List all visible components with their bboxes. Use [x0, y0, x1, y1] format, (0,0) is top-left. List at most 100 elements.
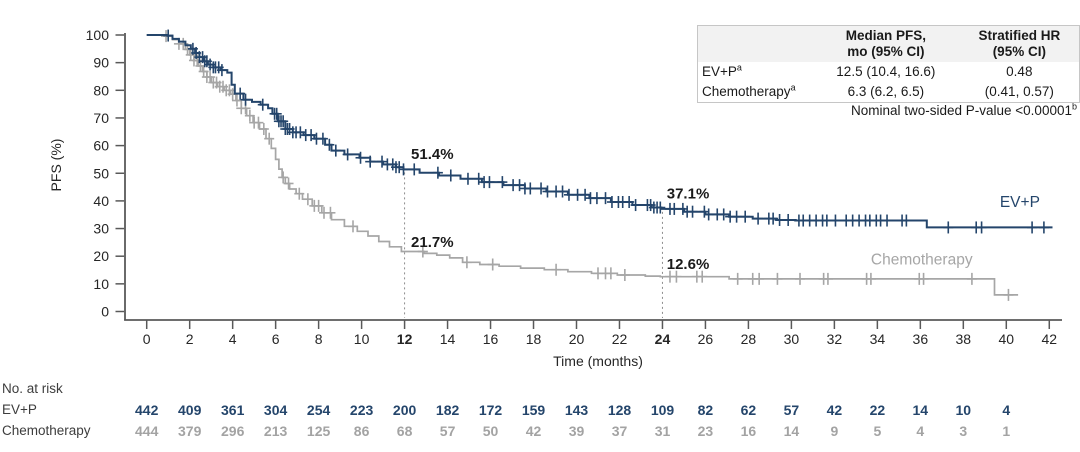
at-risk-value-ev-p: 62: [740, 402, 757, 418]
chemotherapy-hr-value: (0.41, 0.57): [984, 83, 1054, 99]
at-risk-value-chemotherapy: 31: [654, 423, 671, 439]
x-tick-label: 22: [612, 331, 628, 347]
at-risk-value-ev-p: 223: [349, 402, 374, 418]
stratified-hr-header-line1: Stratified HR: [978, 28, 1061, 43]
pct-annotation: 51.4%: [411, 146, 454, 163]
row-label-ev-p: EV+Pa: [698, 62, 813, 82]
summary-stats-table: Median PFS, mo (95% CI) Stratified HR (95%…: [697, 25, 1080, 103]
y-tick-label: 100: [86, 27, 110, 43]
at-risk-value-ev-p: 442: [135, 402, 159, 418]
y-tick-label: 20: [93, 248, 109, 264]
at-risk-value-chemotherapy: 5: [873, 423, 882, 439]
x-axis-title: Time (months): [553, 353, 643, 369]
at-risk-value-chemotherapy: 23: [697, 423, 714, 439]
y-tick-label: 60: [93, 138, 109, 154]
pct-annotation: 21.7%: [411, 234, 454, 251]
summary-stats-header-row: Median PFS, mo (95% CI) Stratified HR (95%…: [697, 25, 1080, 62]
ev-p-curve-label: EV+P: [1000, 194, 1040, 211]
x-tick-label: 24: [655, 331, 671, 347]
x-tick-label: 10: [354, 331, 370, 347]
y-tick-label: 80: [93, 82, 109, 98]
at-risk-value-chemotherapy: 3: [959, 423, 968, 439]
table-row-chemotherapy: Chemotherapya 6.3 (6.2, 6.5) (0.41, 0.57…: [698, 82, 1080, 103]
at-risk-value-chemotherapy: 213: [263, 423, 288, 439]
at-risk-value-ev-p: 128: [607, 402, 632, 418]
x-tick-label: 12: [397, 331, 413, 347]
stratified-hr-header-line2: (95% CI): [992, 44, 1046, 60]
km-plot-svg: 0 10 20 30 40 50 60 70 80 90 100 0 2 4 6 8 10 12 14 16 18 20 2…: [48, 27, 1062, 369]
x-tick-label: 38: [956, 331, 972, 347]
x-tick-label: 18: [526, 331, 542, 347]
at-risk-value-ev-p: 409: [178, 402, 202, 418]
at-risk-value-chemotherapy: 379: [178, 423, 202, 439]
at-risk-value-ev-p: 304: [263, 402, 288, 418]
at-risk-value-ev-p: 4: [1002, 402, 1011, 418]
x-tick-label: 8: [315, 331, 323, 347]
x-tick-label: 30: [784, 331, 800, 347]
chemotherapy-median-pfs-value: 6.3 (6.2, 6.5): [847, 83, 925, 99]
p-value-note: Nominal two-sided P-value <0.00001b: [850, 102, 1077, 118]
pct-annotation: 37.1%: [667, 186, 710, 203]
at-risk-value-chemotherapy: 37: [611, 423, 628, 439]
at-risk-value-ev-p: 42: [826, 402, 843, 418]
at-risk-value-ev-p: 10: [955, 402, 972, 418]
at-risk-value-ev-p: 182: [435, 402, 460, 418]
at-risk-value-ev-p: 200: [392, 402, 417, 418]
at-risk-value-ev-p: 57: [783, 402, 800, 418]
y-tick-label: 50: [93, 165, 109, 181]
footnote-marker-a: a: [790, 82, 796, 93]
at-risk-value-chemotherapy: 50: [482, 423, 499, 439]
at-risk-value-chemotherapy: 16: [740, 423, 757, 439]
at-risk-value-ev-p: 143: [564, 402, 589, 418]
x-tick-label: 4: [229, 331, 237, 347]
y-tick-label: 90: [93, 55, 109, 71]
y-tick-label: 30: [93, 221, 109, 237]
x-tick-label: 26: [698, 331, 714, 347]
y-axis-title: PFS (%): [48, 139, 64, 192]
at-risk-value-chemotherapy: 1: [1002, 423, 1011, 439]
at-risk-value-chemotherapy: 68: [396, 423, 413, 439]
p-value-text: Nominal two-sided P-value <0.00001: [850, 103, 1072, 118]
at-risk-value-chemotherapy: 57: [439, 423, 456, 439]
y-tick-label: 0: [101, 304, 109, 320]
at-risk-value-ev-p: 82: [697, 402, 714, 418]
median-pfs-header-line1: Median PFS,: [845, 28, 926, 43]
row-label-chemotherapy: Chemotherapya: [698, 82, 813, 103]
at-risk-value-chemotherapy: 4: [916, 423, 925, 439]
at-risk-value-chemotherapy: 42: [525, 423, 542, 439]
ev-p-hr-value: 0.48: [1006, 63, 1033, 79]
at-risk-value-chemotherapy: 39: [568, 423, 585, 439]
y-tick-label: 10: [93, 276, 109, 292]
at-risk-value-ev-p: 172: [478, 402, 503, 418]
ev-p-median-pfs-value: 12.5 (10.4, 16.6): [836, 63, 936, 79]
at-risk-value-ev-p: 14: [912, 402, 929, 418]
at-risk-value-chemotherapy: 296: [221, 423, 245, 439]
at-risk-title: No. at risk: [2, 381, 63, 396]
median-pfs-header: Median PFS, mo (95% CI): [812, 25, 960, 62]
at-risk-row-label-chemotherapy: Chemotherapy: [2, 423, 91, 438]
at-risk-value-chemotherapy: 86: [353, 423, 370, 439]
chemotherapy-label: Chemotherapy: [702, 83, 791, 99]
x-tick-label: 32: [827, 331, 843, 347]
at-risk-value-ev-p: 254: [306, 402, 331, 418]
x-tick-label: 16: [483, 331, 499, 347]
x-tick-label: 40: [999, 331, 1015, 347]
x-tick-label: 34: [870, 331, 886, 347]
x-tick-label: 6: [272, 331, 280, 347]
at-risk-row-label-ev-p: EV+P: [2, 402, 37, 417]
at-risk-value-chemotherapy: 14: [783, 423, 800, 439]
footnote-marker-a: a: [736, 62, 742, 73]
chemotherapy-curve-label: Chemotherapy: [871, 251, 973, 268]
x-tick-label: 0: [143, 331, 151, 347]
x-tick-label: 14: [440, 331, 456, 347]
y-tick-label: 40: [93, 193, 109, 209]
y-tick-label: 70: [93, 110, 109, 126]
at-risk-value-chemotherapy: 9: [830, 423, 839, 439]
stratified-hr-header: Stratified HR (95% CI): [959, 25, 1080, 62]
ev-p-label: EV+P: [702, 63, 737, 79]
at-risk-value-chemotherapy: 125: [306, 423, 331, 439]
x-tick-label: 20: [569, 331, 585, 347]
pct-annotation: 12.6%: [667, 256, 710, 273]
at-risk-value-ev-p: 159: [521, 402, 546, 418]
table-row-ev-p: EV+Pa 12.5 (10.4, 16.6) 0.48: [698, 62, 1080, 82]
